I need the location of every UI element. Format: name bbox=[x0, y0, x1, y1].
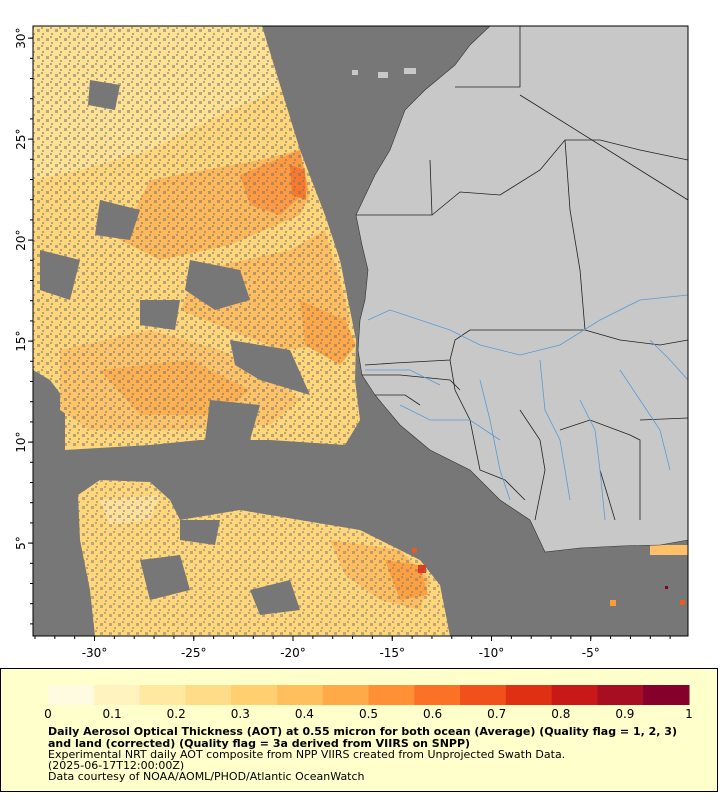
lon-tick-label: -25° bbox=[181, 646, 207, 660]
scale-tick-label: 0.1 bbox=[103, 707, 122, 719]
scale-swatch bbox=[574, 685, 598, 705]
lat-tick-label: 15° bbox=[14, 330, 28, 351]
scale-swatch bbox=[231, 685, 255, 705]
latitude-axis: 30° 25° 20° 15° 10° 5° bbox=[14, 27, 33, 625]
scale-tick-label: 0.3 bbox=[231, 707, 250, 719]
scale-swatch bbox=[116, 685, 141, 705]
aot-swath-north bbox=[33, 26, 360, 450]
scale-swatch bbox=[322, 685, 347, 705]
scale-swatch bbox=[208, 685, 232, 705]
scale-swatch bbox=[528, 685, 553, 705]
scale-tick-label: 0.9 bbox=[615, 707, 634, 719]
country-borders bbox=[356, 26, 688, 521]
scale-swatch bbox=[254, 685, 278, 705]
lon-tick-label: -15° bbox=[379, 646, 405, 660]
scale-swatch bbox=[666, 685, 690, 705]
scale-swatch bbox=[551, 685, 576, 705]
map-border bbox=[32, 25, 689, 637]
lat-tick-label: 30° bbox=[14, 27, 28, 48]
lat-tick-label: 25° bbox=[14, 128, 28, 149]
scale-swatch bbox=[162, 685, 186, 705]
scale-tick-label: 0.5 bbox=[359, 707, 378, 719]
lon-tick-label: -20° bbox=[280, 646, 306, 660]
scale-swatch bbox=[70, 685, 95, 705]
scale-tick-label: 0 bbox=[44, 707, 52, 719]
longitude-axis: -30° -25° -20° -15° -10° -5° bbox=[34, 636, 671, 660]
scale-swatch bbox=[643, 685, 667, 705]
color-scale: 0 0.1 0.2 0.3 0.4 0.5 0.6 0.7 0.8 0.9 1 bbox=[44, 685, 693, 719]
canary-islands-east bbox=[404, 68, 416, 74]
lon-tick-label: -30° bbox=[82, 646, 108, 660]
scale-tick-label: 0.4 bbox=[295, 707, 314, 719]
scale-swatch bbox=[276, 685, 301, 705]
legend-source-line: Experimental NRT daily AOT composite fro… bbox=[48, 748, 566, 761]
aot-map: 30° 25° 20° 15° 10° 5° -30° -25° -20° -15° -10° -5… bbox=[14, 25, 689, 660]
scale-tick-label: 1 bbox=[685, 707, 693, 719]
scale-swatch bbox=[437, 685, 461, 705]
scale-swatch bbox=[414, 685, 438, 705]
legend-panel: 0 0.1 0.2 0.3 0.4 0.5 0.6 0.7 0.8 0.9 1 Daily Aero… bbox=[0, 668, 718, 792]
canary-islands bbox=[378, 72, 388, 78]
canary-islands-west bbox=[352, 70, 358, 75]
scale-tick-label: 0.8 bbox=[551, 707, 570, 719]
lon-tick-label: -10° bbox=[479, 646, 505, 660]
scale-swatch bbox=[368, 685, 392, 705]
legend-credit: Data courtesy of NOAA/AOML/PHOD/Atlantic… bbox=[48, 770, 365, 783]
aot-swath-south bbox=[78, 480, 453, 636]
scale-swatch bbox=[139, 685, 163, 705]
scale-swatch bbox=[505, 685, 530, 705]
scale-swatch bbox=[482, 685, 507, 705]
legend-title: Daily Aerosol Optical Thickness (AOT) at… bbox=[48, 725, 677, 750]
lat-tick-label: 20° bbox=[14, 229, 28, 250]
scale-tick-label: 0.6 bbox=[423, 707, 442, 719]
lat-tick-label: 10° bbox=[14, 431, 28, 452]
scale-swatch bbox=[345, 685, 369, 705]
scale-swatch bbox=[460, 685, 484, 705]
scale-swatch bbox=[620, 685, 644, 705]
scale-swatch bbox=[299, 685, 324, 705]
rivers bbox=[365, 294, 688, 521]
legend-timestamp: (2025-06-17T12:00:00Z) bbox=[48, 759, 185, 772]
scale-swatch bbox=[48, 685, 72, 705]
lon-tick-label: -5° bbox=[582, 646, 600, 660]
scale-swatch bbox=[185, 685, 209, 705]
lat-tick-label: 5° bbox=[14, 536, 28, 550]
scale-swatch bbox=[597, 685, 621, 705]
scale-tick-label: 0.7 bbox=[487, 707, 506, 719]
scale-swatch bbox=[93, 685, 118, 705]
scale-tick-label: 0.2 bbox=[167, 707, 186, 719]
scale-swatch bbox=[391, 685, 415, 705]
